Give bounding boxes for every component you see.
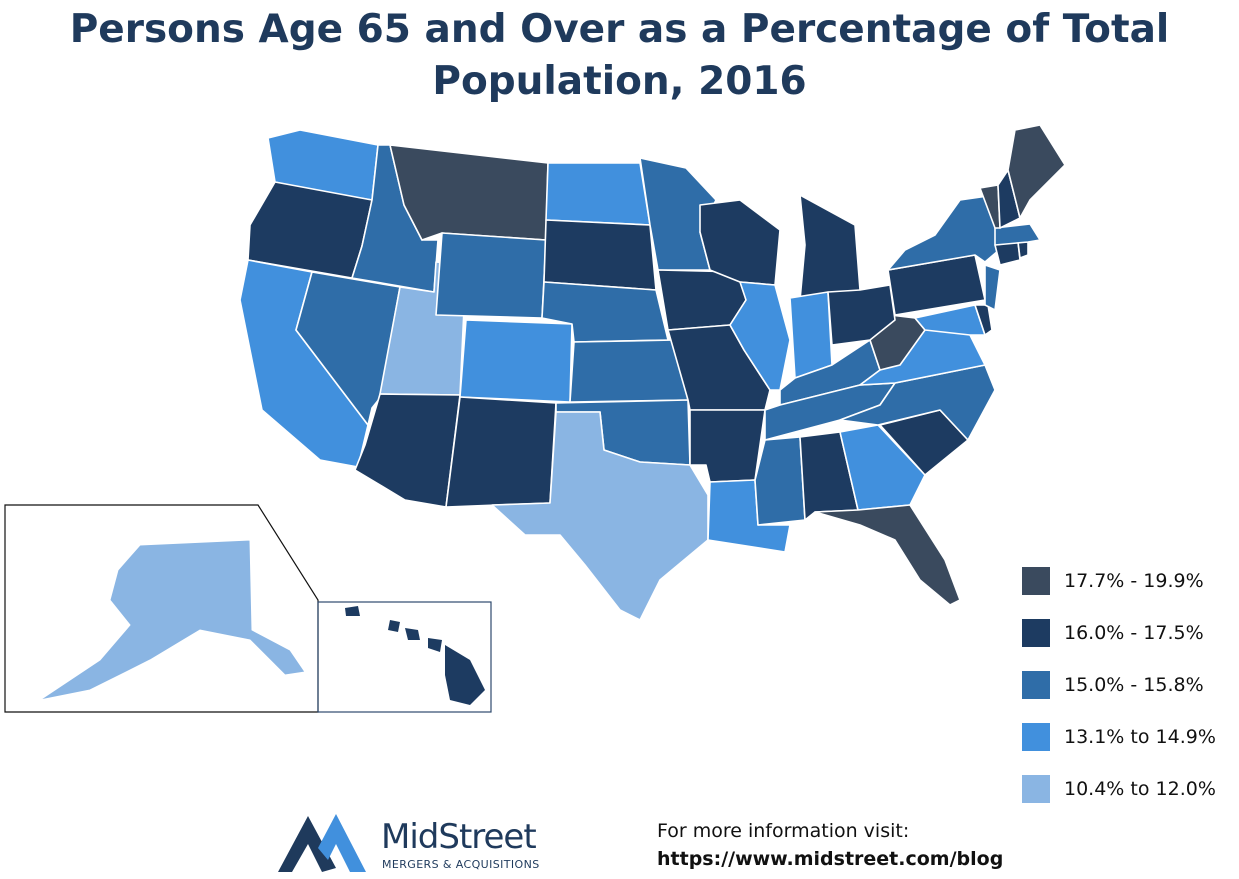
legend-item: 13.1% to 14.9%	[1022, 722, 1216, 752]
state-nd[interactable]	[545, 162, 651, 226]
legend-swatch	[1022, 723, 1050, 751]
legend: 17.7% - 19.9% 16.0% - 17.5% 15.0% - 15.8…	[1022, 566, 1216, 826]
midstreet-logo[interactable]: MidStreet MERGERS & ACQUISITIONS	[278, 812, 578, 874]
state-wy[interactable]	[435, 232, 547, 319]
legend-swatch	[1022, 775, 1050, 803]
state-me[interactable]	[1007, 124, 1066, 219]
state-mi[interactable]	[799, 194, 861, 301]
legend-swatch	[1022, 671, 1050, 699]
state-in[interactable]	[789, 291, 833, 379]
state-nj[interactable]	[984, 264, 1001, 311]
state-ga[interactable]	[839, 424, 926, 511]
legend-label: 15.0% - 15.8%	[1064, 674, 1204, 696]
state-ks[interactable]	[569, 339, 689, 403]
state-de[interactable]	[974, 304, 993, 336]
hawaii-inset-frame	[317, 601, 492, 713]
midstreet-logo-icon	[278, 814, 366, 872]
state-tx[interactable]	[491, 411, 709, 621]
legend-item: 16.0% - 17.5%	[1022, 618, 1216, 648]
legend-label: 16.0% - 17.5%	[1064, 622, 1204, 644]
legend-label: 13.1% to 14.9%	[1064, 726, 1216, 748]
info-text: For more information visit:	[657, 820, 910, 842]
map-title: Persons Age 65 and Over as a Percentage …	[0, 4, 1239, 108]
legend-swatch	[1022, 567, 1050, 595]
state-oh[interactable]	[827, 284, 896, 346]
state-sd[interactable]	[543, 219, 657, 291]
state-ri[interactable]	[1017, 241, 1029, 259]
legend-item: 10.4% to 12.0%	[1022, 774, 1216, 804]
state-ak[interactable]	[39, 539, 306, 701]
logo-tagline: MERGERS & ACQUISITIONS	[382, 858, 540, 871]
info-url-link[interactable]: https://www.midstreet.com/blog	[657, 848, 1004, 870]
legend-swatch	[1022, 619, 1050, 647]
state-nm[interactable]	[445, 396, 557, 508]
state-ms[interactable]	[754, 436, 806, 526]
state-fl[interactable]	[814, 504, 961, 606]
state-ma[interactable]	[994, 223, 1041, 246]
logo-name: MidStreet	[381, 817, 537, 857]
legend-item: 17.7% - 19.9%	[1022, 566, 1216, 596]
map-title-line2: Population, 2016	[432, 59, 807, 104]
legend-item: 15.0% - 15.8%	[1022, 670, 1216, 700]
info-block: For more information visit: https://www.…	[657, 818, 1003, 874]
state-hi[interactable]	[345, 606, 485, 705]
state-co[interactable]	[459, 319, 573, 403]
legend-label: 10.4% to 12.0%	[1064, 778, 1216, 800]
state-ar[interactable]	[689, 409, 766, 483]
map-title-line1: Persons Age 65 and Over as a Percentage …	[69, 7, 1170, 52]
state-md[interactable]	[914, 304, 986, 336]
state-il[interactable]	[729, 281, 791, 391]
legend-label: 17.7% - 19.9%	[1064, 570, 1204, 592]
